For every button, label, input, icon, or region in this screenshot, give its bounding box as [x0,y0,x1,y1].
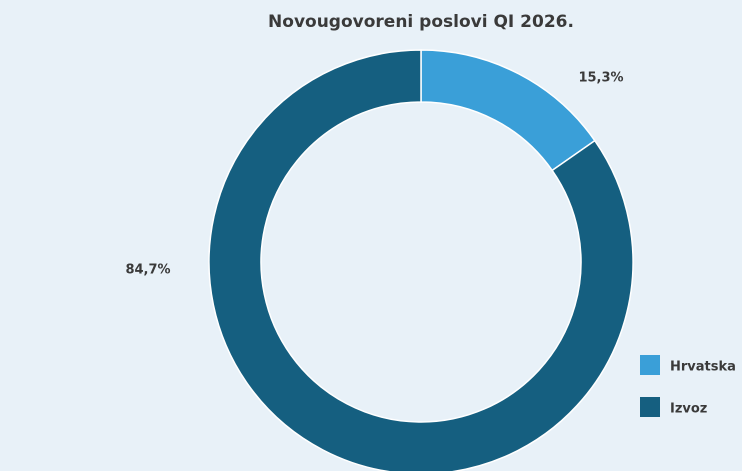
legend-label: Hrvatska [670,360,736,375]
data-label: 15,3% [578,71,623,86]
donut-slice [420,49,596,172]
donut-slice [208,49,634,471]
legend-swatch [640,397,660,417]
legend-label: Izvoz [670,402,707,417]
chart-title: Novougovoreni poslovi QI 2026. [268,12,574,32]
data-label: 84,7% [125,263,170,278]
legend-swatch [640,355,660,375]
